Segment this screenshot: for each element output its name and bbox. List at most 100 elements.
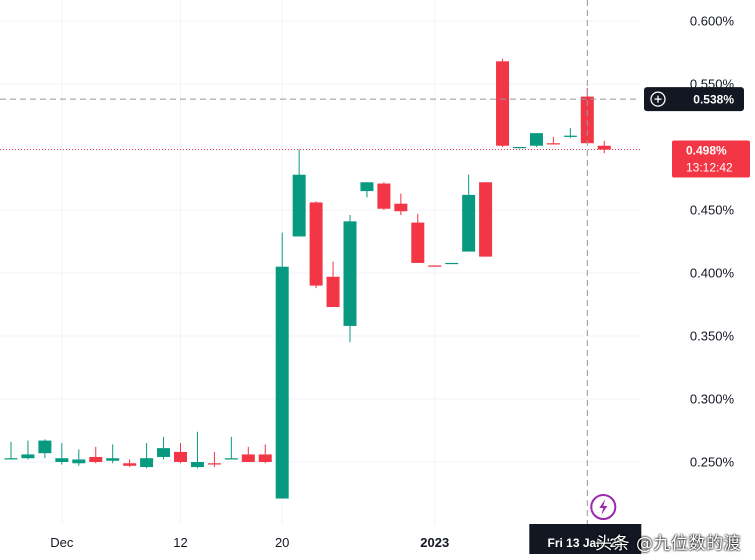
candle (157, 436, 171, 460)
add-alert-icon[interactable] (650, 91, 666, 107)
lightning-bolt (599, 499, 608, 515)
candle-body (546, 143, 560, 145)
candle (597, 140, 611, 154)
y-tick-label: 0.400% (690, 266, 735, 281)
candle-body (326, 276, 340, 308)
candle-body (580, 96, 594, 144)
candle (89, 446, 103, 464)
candle (360, 182, 374, 198)
candle (394, 193, 408, 216)
candle (496, 58, 510, 147)
candle (343, 215, 357, 343)
candle-body (597, 145, 611, 150)
crosshair-price-tag (644, 87, 744, 112)
x-tick-label: 20 (275, 535, 289, 550)
candle (445, 262, 459, 265)
candle (38, 439, 52, 459)
y-tick-label: 0.300% (690, 392, 735, 407)
candle (462, 174, 476, 252)
candle-body (394, 203, 408, 212)
candle (513, 147, 526, 149)
candle (428, 265, 442, 267)
candle (106, 444, 120, 464)
candle-body (479, 182, 493, 257)
candle (123, 459, 137, 468)
x-tick-label: 2023 (420, 535, 449, 550)
candle-body (55, 458, 69, 462)
candle-body (563, 135, 577, 137)
icons (590, 494, 617, 520)
watermark: 头条 @九位数的渡 (595, 534, 741, 554)
candle (546, 136, 560, 145)
candle-body (377, 183, 391, 209)
y-tick-label: 0.250% (690, 455, 735, 470)
candle (292, 149, 306, 237)
candle-body (445, 262, 459, 265)
y-tick-label: 0.600% (690, 14, 735, 29)
x-tick-label: 12 (173, 535, 187, 550)
price-axis[interactable]: 0.600%0.550%0.500%0.450%0.400%0.350%0.30… (690, 14, 735, 470)
candle-body (275, 266, 289, 499)
candles (4, 58, 611, 499)
add-alert-circle (650, 91, 666, 107)
candle-body (224, 458, 238, 460)
candle-body (123, 463, 137, 466)
candle-body (21, 454, 35, 459)
price-tags: 0.538% 0.498% 13:12:42 Fri 13 Jan '23 (529, 87, 750, 554)
candle (241, 446, 255, 462)
time-axis[interactable]: Dec 12 20 2023 (50, 535, 449, 550)
lightning-icon[interactable] (590, 494, 617, 520)
candle-body (258, 454, 272, 462)
y-tick-label: 0.450% (690, 203, 735, 218)
last-price-label: 0.498% (686, 144, 727, 158)
candle (411, 213, 425, 263)
candle (529, 133, 543, 147)
x-tick-label: Dec (50, 535, 74, 550)
candle-body (309, 202, 323, 286)
candle-body (190, 462, 204, 468)
candle (190, 431, 204, 469)
crosshair-price-label: 0.538% (693, 93, 734, 107)
candle (326, 261, 340, 308)
candle-body (89, 456, 103, 462)
candle-body (411, 222, 425, 263)
candle (55, 443, 69, 465)
candle (258, 444, 272, 464)
candle-body (207, 463, 221, 465)
candle (140, 443, 154, 469)
candle (224, 436, 238, 460)
candle (207, 451, 221, 468)
candle-body (106, 458, 120, 461)
candle-body (428, 265, 442, 267)
candle-body (174, 451, 187, 462)
candle-body (157, 448, 171, 457)
candle (72, 449, 86, 466)
candle (4, 441, 18, 460)
candle-body (4, 458, 18, 460)
candle (21, 440, 35, 460)
candle (275, 232, 289, 499)
candle-body (496, 61, 510, 146)
candle-body (360, 182, 374, 192)
candle-body (72, 459, 86, 464)
countdown-label: 13:12:42 (686, 161, 733, 175)
candle-body (241, 454, 255, 462)
candle-body (38, 440, 52, 454)
candle-body (529, 133, 543, 146)
candle-body (513, 147, 526, 149)
y-tick-label: 0.350% (690, 329, 735, 344)
last-price-tag (672, 140, 750, 178)
candle (563, 128, 577, 139)
crosshair-date-label: Fri 13 Jan '23 (548, 536, 624, 550)
candle (479, 182, 493, 257)
candle-body (343, 221, 357, 326)
candle (174, 443, 187, 464)
crosshair-overlay (0, 0, 640, 524)
candle (309, 201, 323, 289)
candle-body (140, 458, 154, 468)
candle-body (462, 194, 476, 252)
crosshair-date-tag (529, 524, 642, 554)
candle-body (292, 174, 306, 237)
